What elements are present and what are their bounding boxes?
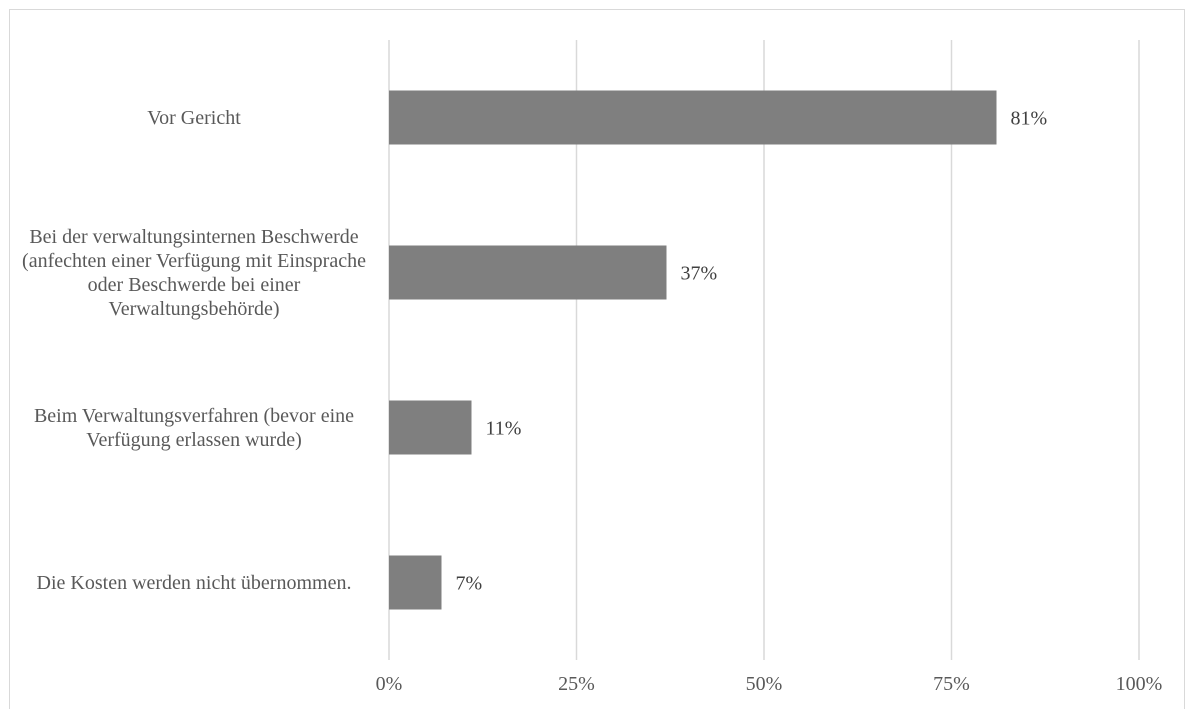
data-label: 81%: [1011, 108, 1048, 130]
bars: [389, 90, 997, 610]
x-tick-label: 0%: [376, 673, 403, 695]
x-tick-label: 100%: [1116, 673, 1163, 695]
data-label: 7%: [456, 573, 483, 595]
x-tick-label: 75%: [933, 673, 970, 695]
data-label: 37%: [681, 263, 718, 285]
bar: [389, 245, 667, 300]
bar: [389, 400, 472, 455]
x-tick-label: 50%: [746, 673, 783, 695]
category-label: Bei der verwaltungsinternen Beschwerde (…: [22, 225, 366, 320]
value-labels: 81% 37% 11% 7%: [456, 108, 1048, 595]
bar: [389, 90, 997, 145]
category-label: Beim Verwaltungsverfahren (bevor eine Ve…: [33, 404, 355, 451]
category-label: Vor Gericht: [147, 106, 241, 129]
bar: [389, 555, 442, 610]
data-label: 11%: [486, 418, 522, 440]
chart-frame: [9, 9, 1185, 709]
x-tick-label: 25%: [558, 673, 595, 695]
x-axis-ticks: 0% 25% 50% 75% 100%: [376, 673, 1163, 695]
category-label: Die Kosten werden nicht übernommen.: [36, 571, 352, 594]
